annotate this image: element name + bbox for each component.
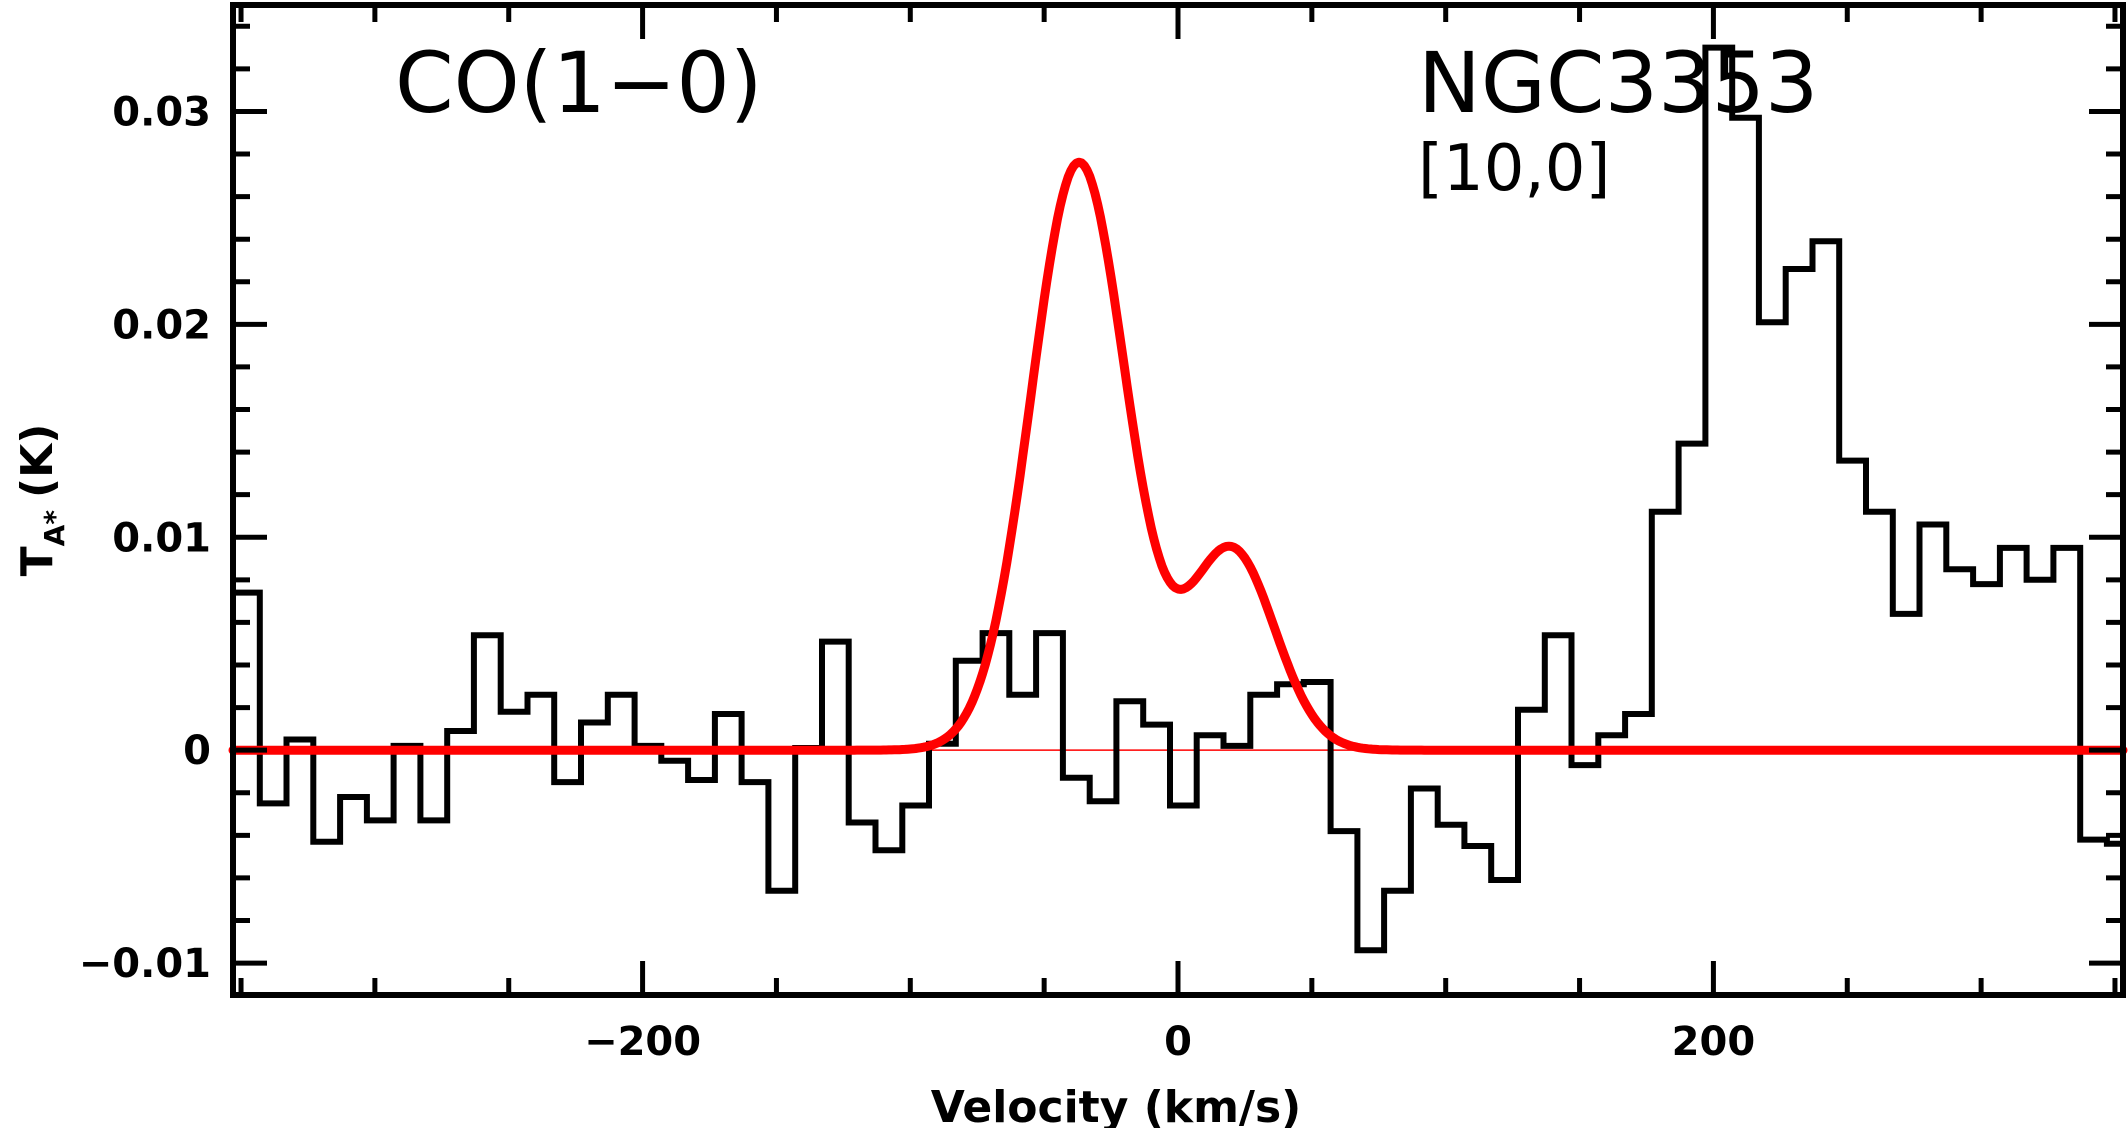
gaussian-fit-line: [228, 157, 2128, 755]
y-tick-label: 0: [183, 728, 211, 774]
y-axis-title-main: T: [12, 546, 63, 576]
x-tick-label: 0: [1164, 1019, 1192, 1065]
galaxy-annotation: NGC3353: [1418, 34, 1818, 132]
svg-text:TA*(K): TA* (K): [12, 424, 71, 577]
y-tick-label: −0.01: [79, 941, 211, 987]
y-axis-title: TA* (K): [12, 424, 71, 577]
position-annotation: [10,0]: [1418, 132, 1610, 206]
plot-frame: [230, 2, 2126, 998]
y-tick-label: 0.01: [112, 515, 211, 561]
plot-layer: [228, 44, 2128, 954]
spectrum-histogram: [233, 44, 2126, 954]
line-annotation: CO(1−0): [395, 34, 763, 132]
axes-layer: −200 0 200 −0.01 0 0.01 0.02 0.03: [79, 2, 2126, 1065]
y-tick-label: 0.02: [112, 302, 211, 348]
x-tick-label: −200: [584, 1019, 701, 1065]
x-tick-label: 200: [1672, 1019, 1756, 1065]
y-axis-title-sub: A*: [38, 510, 71, 547]
y-tick-label: 0.03: [112, 89, 211, 135]
y-axis-title-unit: (K): [12, 424, 63, 498]
x-axis-title: Velocity (km/s): [931, 1082, 1302, 1128]
